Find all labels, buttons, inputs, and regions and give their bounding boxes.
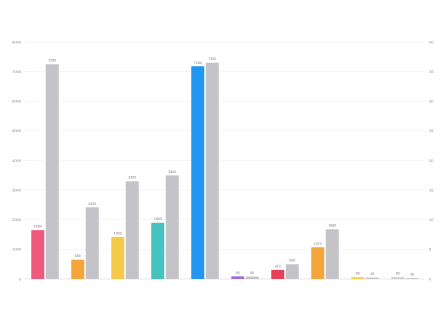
y-tick-label: 6000: [12, 99, 22, 104]
y2-tick-label: 15: [429, 187, 434, 192]
data-label: 1420: [114, 231, 122, 235]
data-label: 310: [275, 264, 281, 268]
y-tick-label: 4000: [12, 158, 22, 163]
data-label: 60: [356, 272, 360, 276]
grid: [25, 41, 425, 280]
data-label: 1070: [314, 242, 322, 246]
y2-tick-label: 10: [429, 217, 434, 222]
data-label: 90: [236, 271, 240, 275]
y-tick-label: 0: [19, 276, 22, 281]
y2-tick-label: 5: [429, 247, 432, 252]
data-label: 7250: [48, 59, 56, 63]
y2-tick-label: 0: [429, 276, 432, 281]
y-tick-label: 2000: [12, 217, 22, 222]
bar: [231, 276, 245, 279]
data-label: 7180: [194, 61, 202, 65]
bar: [285, 264, 299, 279]
bar: [391, 277, 405, 279]
data-label: 3500: [168, 170, 176, 174]
y2-tick-label: 20: [429, 158, 434, 163]
data-label: 2420: [88, 202, 96, 206]
y-tick-label: 5000: [12, 128, 22, 133]
bar: [311, 247, 325, 279]
secondary-y-axis: 0 5 10 15 20 25 30 35 40: [429, 39, 434, 281]
y-tick-label: 3000: [12, 187, 22, 192]
bar: [111, 236, 125, 279]
bar: [245, 276, 259, 279]
y-tick-label: 7000: [12, 69, 22, 74]
data-label: 1900: [154, 217, 162, 221]
data-label: 30: [410, 273, 414, 277]
bar: [45, 64, 59, 279]
bar: [125, 181, 139, 279]
data-labels: 1650 7250 650 2420 1420 3300 1900 3500 7180 7300 9…: [34, 57, 415, 276]
y2-tick-label: 40: [429, 39, 434, 44]
bar: [165, 175, 179, 279]
bar: [351, 277, 365, 279]
bar: [325, 229, 339, 279]
bar: [205, 62, 219, 279]
y2-tick-label: 25: [429, 128, 434, 133]
y2-tick-label: 35: [429, 69, 434, 74]
data-label: 80: [250, 271, 254, 275]
bar: [365, 277, 379, 279]
bar: [405, 278, 419, 279]
y2-tick-label: 30: [429, 99, 434, 104]
data-label: 7300: [208, 57, 216, 61]
y-tick-label: 1000: [12, 247, 22, 252]
bar: [71, 259, 85, 279]
y-tick-label: 8000: [12, 39, 22, 44]
data-label: 60: [396, 272, 400, 276]
bar: [271, 269, 285, 279]
bars: [31, 62, 419, 279]
bar: [151, 222, 165, 279]
data-label: 500: [289, 259, 295, 263]
y-axis: 0 1000 2000 3000 4000 5000 6000 7000 8000: [12, 39, 22, 281]
data-label: 3300: [128, 176, 136, 180]
data-label: 1680: [328, 224, 336, 228]
data-label: 1650: [34, 225, 42, 229]
bar: [191, 66, 205, 279]
data-label: 650: [75, 254, 81, 258]
data-label: 45: [370, 272, 374, 276]
bar: [31, 230, 45, 279]
bar: [85, 207, 99, 279]
